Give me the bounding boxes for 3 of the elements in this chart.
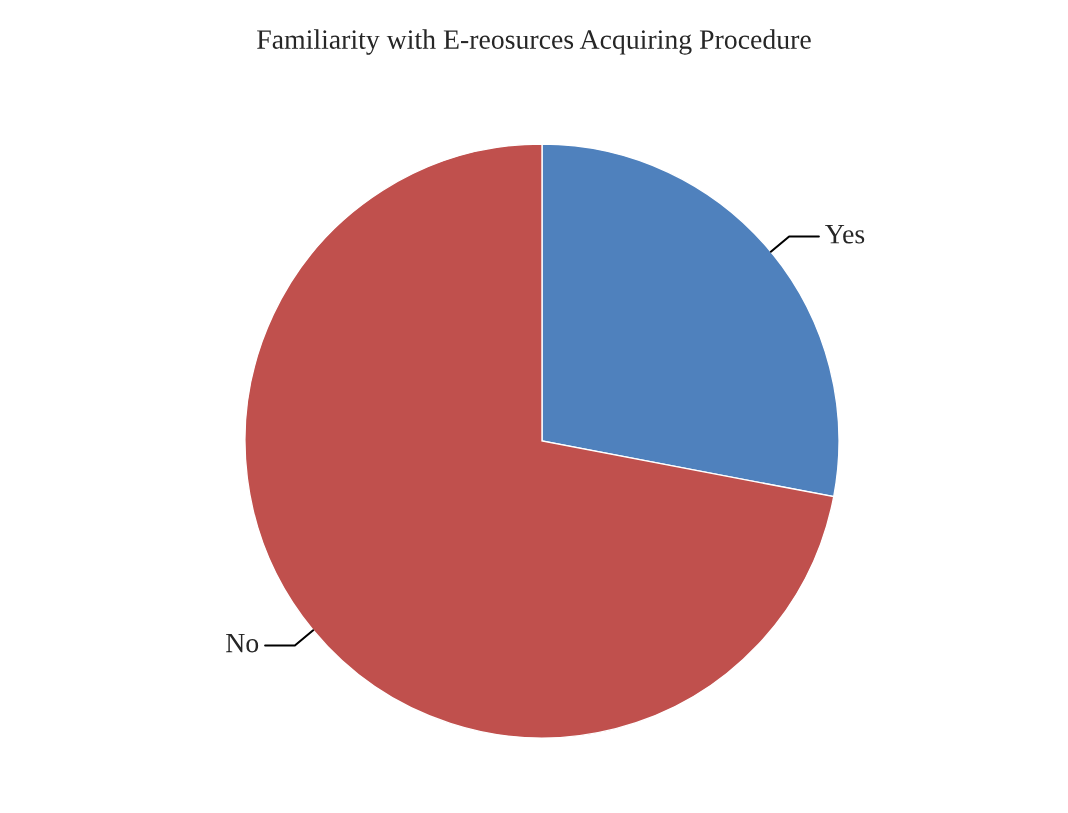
slice-label: No [226, 633, 259, 653]
slice-label: Yes [825, 225, 865, 244]
chart-title: Familiarity with E-reosurces Acquiring Procedure [257, 29, 811, 55]
